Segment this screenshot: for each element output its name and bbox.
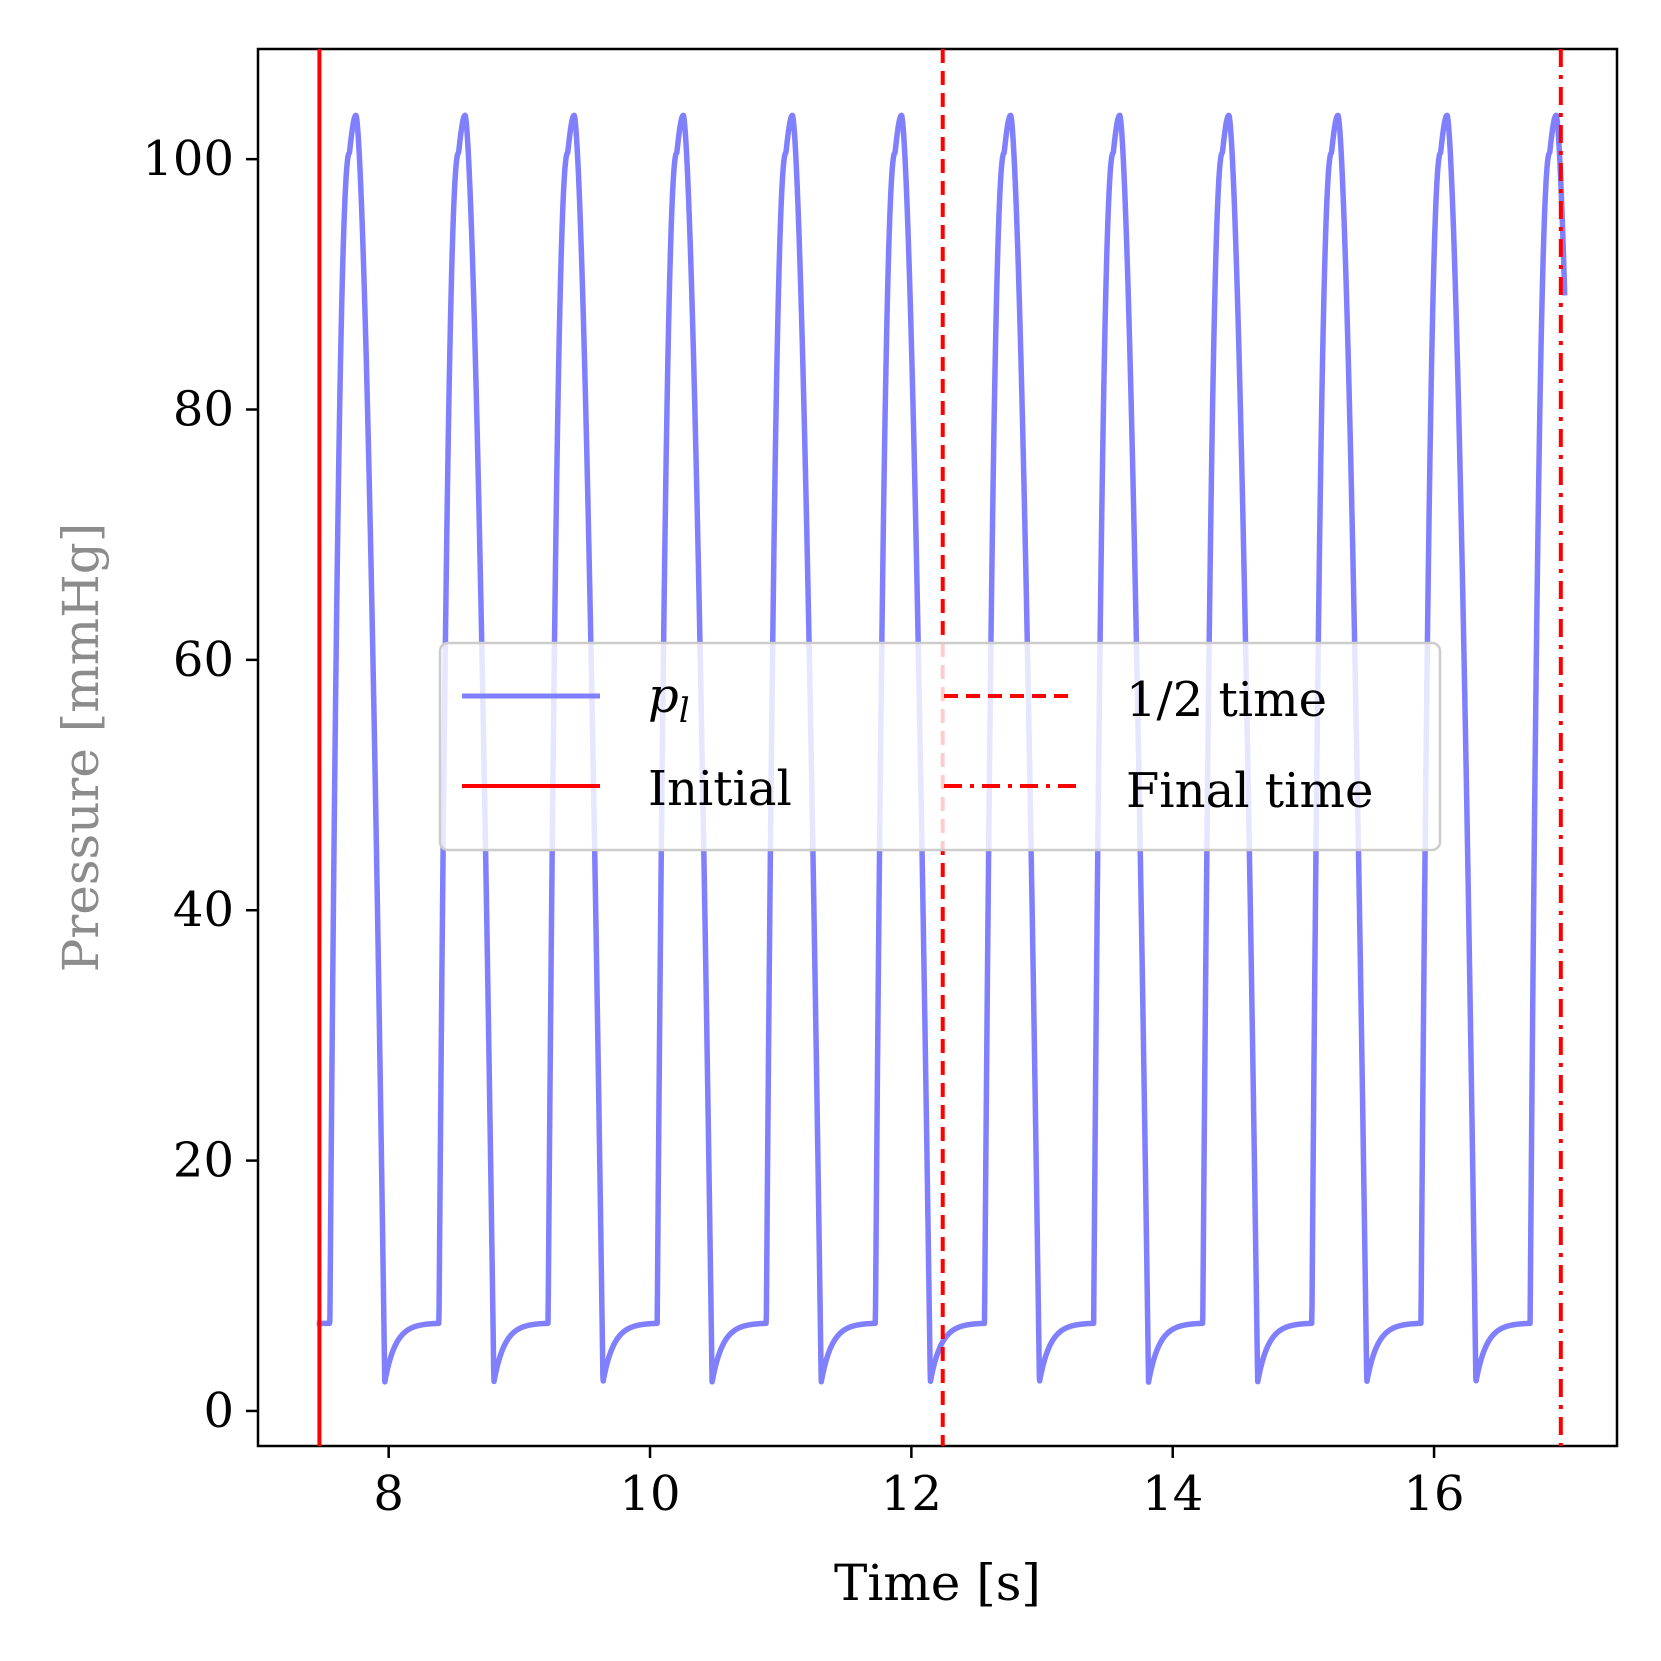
legend-label-half-time: 1/2 time: [1126, 672, 1327, 728]
y-tick-label: 20: [173, 1133, 234, 1189]
x-tick-label: 12: [881, 1466, 942, 1522]
x-axis: 8 10 12 14 16: [373, 1446, 1465, 1522]
legend-label-subscript: l: [679, 691, 690, 731]
x-tick-label: 16: [1404, 1466, 1465, 1522]
legend-box: [438, 641, 1442, 852]
y-tick-label: 80: [173, 382, 234, 438]
legend-label-p: p: [648, 668, 679, 724]
x-axis-label: Time [s]: [834, 1554, 1041, 1612]
x-tick-label: 10: [619, 1466, 680, 1522]
y-tick-label: 100: [142, 131, 234, 187]
legend-label-p-l: pl: [648, 668, 690, 731]
legend-label-initial: Initial: [648, 761, 792, 817]
y-tick-label: 0: [203, 1383, 234, 1439]
y-axis: 0 20 40 60 80 100: [142, 131, 258, 1439]
x-tick-label: 14: [1142, 1466, 1203, 1522]
legend-label-final-time: Final time: [1126, 763, 1373, 819]
legend: pl Initial 1/2 time Final time: [438, 641, 1442, 852]
y-tick-label: 60: [173, 632, 234, 688]
y-axis-label: Pressure [mmHg]: [52, 523, 110, 973]
y-tick-label: 40: [173, 882, 234, 938]
x-tick-label: 8: [373, 1466, 404, 1522]
vline-layer: [317, 49, 1563, 1446]
